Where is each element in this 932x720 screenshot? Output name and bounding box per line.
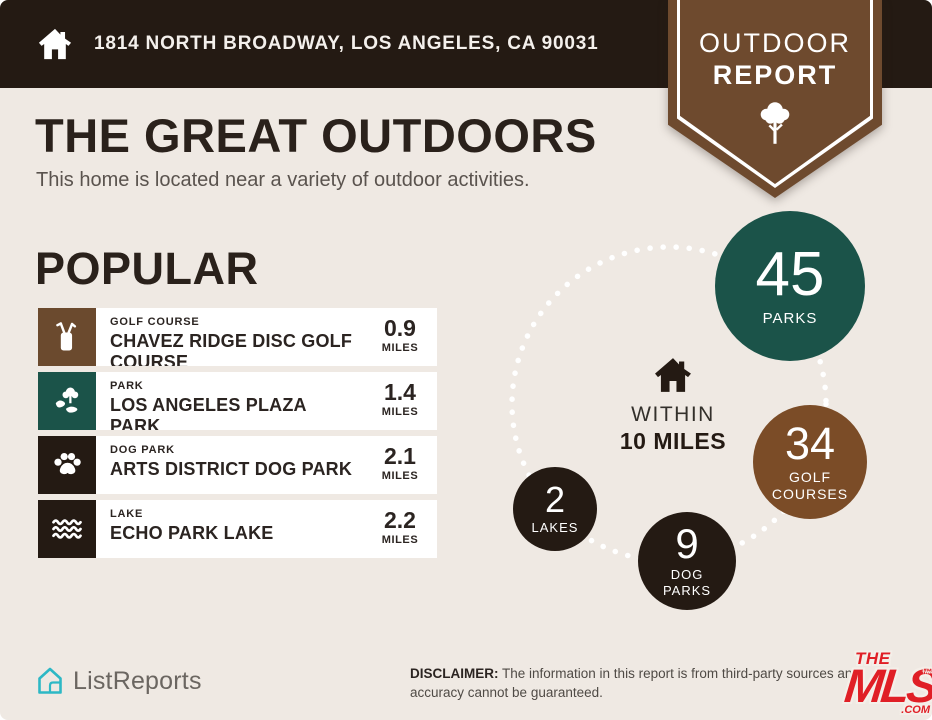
park-tree-icon (38, 372, 96, 430)
item-category: DOG PARK (110, 444, 175, 456)
home-icon (655, 358, 691, 392)
list-item[interactable]: LAKE ECHO PARK LAKE 2.2 MILES (38, 500, 437, 558)
item-category: PARK (110, 380, 144, 392)
listreports-house-icon (38, 667, 62, 694)
item-name: ECHO PARK LAKE (110, 523, 274, 543)
listreports-wordmark: ListReports (73, 666, 202, 695)
item-category: GOLF COURSE (110, 316, 200, 328)
waves-icon (38, 500, 96, 558)
tree-icon (760, 102, 790, 144)
badge-line1: OUTDOOR (699, 28, 851, 58)
golf-courses-count-bubble: 34 GOLF COURSES (753, 405, 867, 519)
page-title: THE GREAT OUTDOORS (35, 109, 597, 162)
home-icon (38, 28, 72, 60)
popular-heading: POPULAR (35, 243, 259, 294)
lakes-count-bubble: 2 LAKES (513, 467, 597, 551)
parks-count-bubble: 45 PARKS (715, 211, 865, 361)
paw-icon (38, 436, 96, 494)
badge-line2: REPORT (712, 60, 838, 90)
item-distance: 0.9 MILES (381, 315, 419, 355)
golf-bag-icon (38, 308, 96, 366)
item-distance: 2.2 MILES (381, 507, 419, 547)
themls-logo[interactable]: THE MLS ™ .COM (842, 649, 932, 717)
popular-list: GOLF COURSE CHAVEZ RIDGE DISC GOLF COURS… (38, 308, 437, 564)
themls-the: THE (855, 649, 891, 668)
disclaimer-text: DISCLAIMER: The information in this repo… (410, 666, 860, 700)
disclaimer-label: DISCLAIMER: (410, 666, 499, 681)
radius-label: 10 MILES (619, 428, 727, 454)
item-name: CHAVEZ RIDGE DISC GOLF COURSE (110, 331, 353, 366)
dog-parks-count-bubble: 9 DOG PARKS (638, 512, 736, 610)
list-item[interactable]: DOG PARK ARTS DISTRICT DOG PARK 2.1 MILE… (38, 436, 437, 494)
themls-com: .COM (901, 704, 930, 716)
item-name: ARTS DISTRICT DOG PARK (110, 459, 353, 479)
page-subtitle: This home is located near a variety of o… (36, 169, 530, 191)
item-distance: 1.4 MILES (381, 379, 419, 419)
item-distance: 2.1 MILES (381, 443, 419, 483)
within-label: WITHIN (631, 403, 715, 426)
item-category: LAKE (110, 508, 144, 520)
list-item[interactable]: GOLF COURSE CHAVEZ RIDGE DISC GOLF COURS… (38, 308, 437, 366)
item-name: LOS ANGELES PLAZA PARK (110, 395, 307, 430)
themls-trademark: ™ (923, 667, 932, 677)
radius-center: WITHIN 10 MILES (600, 356, 746, 455)
list-item[interactable]: PARK LOS ANGELES PLAZA PARK 1.4 MILES (38, 372, 437, 430)
listreports-logo[interactable]: ListReports (36, 666, 202, 696)
outdoor-report-badge: OUTDOOR REPORT (668, 0, 882, 198)
property-address: 1814 NORTH BROADWAY, LOS ANGELES, CA 900… (94, 33, 599, 54)
